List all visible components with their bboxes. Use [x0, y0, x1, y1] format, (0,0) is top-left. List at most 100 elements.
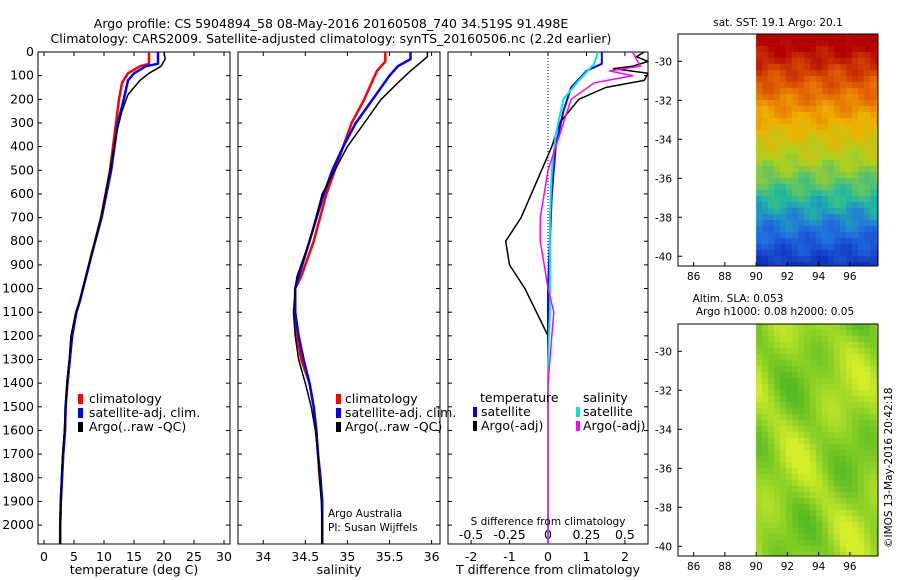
- map-cell: [780, 100, 787, 107]
- map-cell: [870, 166, 877, 173]
- map-cell: [816, 190, 823, 197]
- map-cell: [822, 106, 829, 113]
- map-cell: [804, 420, 811, 427]
- map-cell: [828, 172, 835, 179]
- map-cell: [870, 354, 877, 361]
- map-cell: [834, 516, 841, 523]
- map-cell: [774, 178, 781, 185]
- map-cell: [810, 486, 817, 493]
- map-cell: [804, 552, 811, 557]
- map-cell: [756, 450, 763, 457]
- map-cell: [828, 208, 835, 215]
- map-cell: [786, 396, 793, 403]
- legend-swatch-sal-satellite: [576, 407, 580, 417]
- map-cell: [834, 94, 841, 101]
- map-cell: [864, 540, 871, 547]
- map-cell: [858, 214, 865, 221]
- map-cell: [864, 88, 871, 95]
- map-cell: [780, 378, 787, 385]
- map-cell: [792, 58, 799, 65]
- map-cell: [834, 262, 841, 267]
- map-cell: [768, 76, 775, 83]
- map-cell: [792, 546, 799, 553]
- map-cell: [852, 250, 859, 257]
- map-cell: [798, 100, 805, 107]
- map-cell: [804, 100, 811, 107]
- depth-tick-label: 300: [10, 115, 34, 130]
- map-cell: [816, 390, 823, 397]
- map-cell: [840, 474, 847, 481]
- map-cell: [852, 64, 859, 71]
- map-cell: [804, 444, 811, 451]
- map-cell: [768, 226, 775, 233]
- map-cell: [828, 426, 835, 433]
- map-cell: [822, 226, 829, 233]
- map-cell: [756, 208, 763, 215]
- map-cell: [780, 444, 787, 451]
- map-cell: [822, 40, 829, 47]
- map-cell: [792, 70, 799, 77]
- map-cell: [756, 348, 763, 355]
- map-cell: [810, 336, 817, 343]
- map-cell: [876, 238, 879, 245]
- map-cell: [786, 510, 793, 517]
- map-cell: [804, 510, 811, 517]
- map-cell: [798, 330, 805, 337]
- map-cell: [774, 136, 781, 143]
- map-cell: [768, 378, 775, 385]
- map-cell: [780, 324, 787, 331]
- map-cell: [876, 76, 879, 83]
- map-cell: [876, 226, 879, 233]
- map-cell: [858, 384, 865, 391]
- map-cell: [804, 534, 811, 541]
- map-cell: [852, 474, 859, 481]
- sst-map-panel: sat. SST: 19.1 Argo: 20.1 86 88 90 92 94 96-3…: [655, 17, 879, 283]
- map-cell: [810, 498, 817, 505]
- map-cell: [834, 372, 841, 379]
- map-cell: [810, 88, 817, 95]
- map-cell: [756, 498, 763, 505]
- series-satellite-adj-clim: [293, 52, 412, 544]
- map-cell: [876, 244, 879, 251]
- map-cell: [864, 360, 871, 367]
- map-cell: [834, 208, 841, 215]
- map-cell: [762, 40, 769, 47]
- map-cell: [864, 546, 871, 553]
- map-cell: [822, 414, 829, 421]
- map-cell: [876, 336, 879, 343]
- map-cell: [840, 546, 847, 553]
- map-cell: [822, 58, 829, 65]
- map-cell: [756, 40, 763, 47]
- map-cell: [768, 480, 775, 487]
- map-cell: [780, 238, 787, 245]
- map-cell: [816, 124, 823, 131]
- map-cell: [852, 76, 859, 83]
- map-cell: [870, 238, 877, 245]
- map-cell: [774, 58, 781, 65]
- map-cell: [756, 336, 763, 343]
- map-cell: [816, 112, 823, 119]
- map-cell: [864, 160, 871, 167]
- map-cell: [834, 348, 841, 355]
- map-cell: [864, 202, 871, 209]
- map-cell: [840, 540, 847, 547]
- map-cell: [858, 444, 865, 451]
- map-cell: [876, 372, 879, 379]
- map-cell: [858, 348, 865, 355]
- map-cell: [804, 522, 811, 529]
- map-cell: [852, 226, 859, 233]
- map-cell: [870, 214, 877, 221]
- map-cell: [786, 552, 793, 557]
- map-cell: [846, 330, 853, 337]
- map-cell: [822, 516, 829, 523]
- map-cell: [786, 214, 793, 221]
- map-cell: [756, 172, 763, 179]
- map-cell: [786, 166, 793, 173]
- map-cell: [756, 486, 763, 493]
- map-cell: [762, 148, 769, 155]
- map-cell: [810, 160, 817, 167]
- map-cell: [780, 390, 787, 397]
- map-cell: [798, 324, 805, 331]
- map-cell: [864, 46, 871, 53]
- map-cell: [828, 456, 835, 463]
